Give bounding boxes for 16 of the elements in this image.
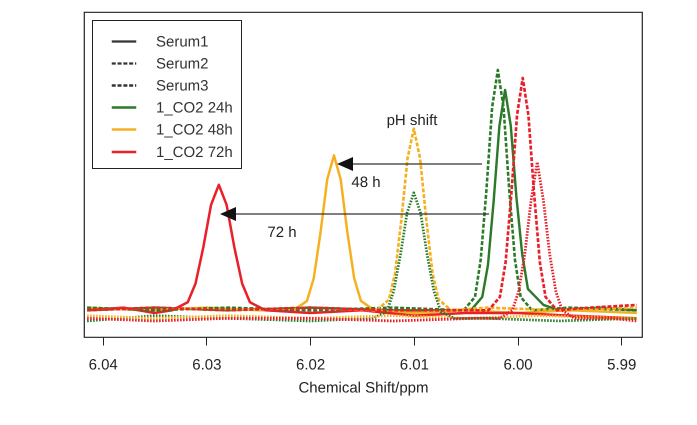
legend-label: 1_CO2 72h xyxy=(156,144,233,161)
annotation: 48 h xyxy=(351,174,381,191)
x-tick-label: 6.02 xyxy=(296,356,326,374)
legend-label: 1_CO2 48h xyxy=(156,122,233,138)
annotation: pH shift xyxy=(386,112,438,129)
x-tick-label: 6.03 xyxy=(192,356,222,374)
legend-label: Serum3 xyxy=(156,78,209,94)
annotation: 72 h xyxy=(267,224,297,241)
x-tick-label: 5.99 xyxy=(607,356,636,374)
legend-label: 1_CO2 24h xyxy=(156,100,233,116)
x-tick-label: 6.00 xyxy=(503,356,533,374)
x-axis-title: Chemical Shift/ppm xyxy=(298,380,429,396)
x-tick-label: 6.04 xyxy=(88,356,118,374)
x-tick-label: 6.01 xyxy=(400,356,429,374)
legend-label: Serum2 xyxy=(156,56,209,72)
legend-label: Serum1 xyxy=(156,34,209,50)
